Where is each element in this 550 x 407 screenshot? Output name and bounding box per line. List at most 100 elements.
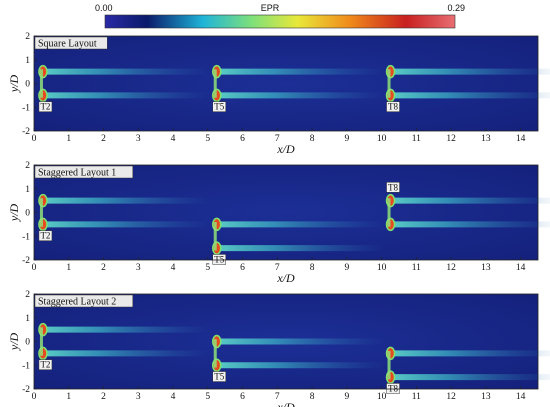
panel-title-box xyxy=(34,36,108,50)
turbine-label-box xyxy=(386,182,400,193)
x-tick-label: 14 xyxy=(516,134,526,144)
x-tick-label: 4 xyxy=(171,263,176,273)
x-tick-label: 5 xyxy=(205,263,210,273)
y-tick-label: 1 xyxy=(25,314,30,324)
x-tick-label: 3 xyxy=(136,263,141,273)
panel-title: Staggered Layout 1 xyxy=(38,168,116,179)
x-tick-label: 7 xyxy=(275,134,280,144)
x-tick-label: 3 xyxy=(136,134,141,144)
wake-streak xyxy=(214,245,386,252)
turbine-label-text: T2 xyxy=(40,360,50,370)
y-tick-label: 2 xyxy=(25,290,30,300)
wake-streak xyxy=(40,92,212,99)
colorbar: 0.00 EPR 0.29 xyxy=(95,3,465,29)
x-tick-label: 0 xyxy=(32,392,37,402)
y-tick-label: -2 xyxy=(22,256,30,266)
rotor-plane xyxy=(39,69,43,98)
x-tick-label: 8 xyxy=(310,263,315,273)
x-tick-label: 8 xyxy=(310,392,315,402)
x-tick-label: 10 xyxy=(377,134,387,144)
rotor-plane xyxy=(387,69,391,98)
wake-streak xyxy=(214,68,386,75)
x-tick-label: 13 xyxy=(481,263,491,273)
turbine-label-t2: T2 xyxy=(38,359,53,370)
x-tick-label: 13 xyxy=(481,134,491,144)
y-tick-label: -2 xyxy=(22,127,30,137)
panel-title-box xyxy=(34,294,134,308)
rotor-plane xyxy=(387,351,391,380)
x-tick-label: 4 xyxy=(171,134,176,144)
y-axis-title: y/D xyxy=(7,333,21,352)
turbine-label-box xyxy=(386,101,400,112)
wake-streak xyxy=(388,68,550,75)
wake-streak xyxy=(40,68,212,75)
turbine-label-text: T5 xyxy=(214,254,224,264)
turbine-label-box xyxy=(38,230,53,241)
colorbar-gradient xyxy=(104,14,456,29)
wake-streak xyxy=(388,350,550,357)
x-tick-label: 12 xyxy=(446,134,456,144)
x-tick-label: 5 xyxy=(205,392,210,402)
turbine-label-t2: T2 xyxy=(38,101,53,112)
x-tick-label: 12 xyxy=(446,392,456,402)
panel-title-box xyxy=(34,165,134,179)
turbine-label-text: T2 xyxy=(40,231,50,241)
wake-streak xyxy=(214,362,386,369)
x-tick-label: 11 xyxy=(412,392,421,402)
y-tick-label: -1 xyxy=(22,103,30,113)
rotor-plane xyxy=(39,198,43,227)
x-tick-label: 12 xyxy=(446,263,456,273)
x-tick-label: 11 xyxy=(412,263,421,273)
x-tick-label: 9 xyxy=(344,134,349,144)
y-tick-label: 1 xyxy=(25,56,30,66)
x-tick-label: 6 xyxy=(240,392,245,402)
x-tick-label: 2 xyxy=(101,134,106,144)
turbine-label-text: T8 xyxy=(388,102,398,112)
y-axis-title: y/D xyxy=(7,75,21,94)
x-tick-label: 0 xyxy=(32,263,37,273)
wake-streak xyxy=(214,338,386,345)
wake-streak xyxy=(388,197,550,204)
rotor-plane xyxy=(213,222,217,251)
rotor-plane xyxy=(39,327,43,356)
x-tick-label: 7 xyxy=(275,263,280,273)
turbine-label-box xyxy=(386,383,400,394)
y-tick-label: 0 xyxy=(25,338,30,348)
x-tick-label: 1 xyxy=(66,263,71,273)
panel-background xyxy=(34,36,538,131)
turbine-label-box xyxy=(212,371,226,382)
x-tick-label: 13 xyxy=(481,392,491,402)
rotor-plane xyxy=(387,198,391,227)
turbine-label-box xyxy=(212,254,226,265)
y-tick-label: -2 xyxy=(22,385,30,395)
x-tick-label: 1 xyxy=(66,134,71,144)
turbine-label-t5: T5 xyxy=(212,101,226,112)
colorbar-title: EPR xyxy=(261,3,280,13)
rotor-plane xyxy=(213,339,217,368)
wake-streak xyxy=(40,350,212,357)
x-tick-label: 5 xyxy=(205,134,210,144)
wake-streak xyxy=(214,92,386,99)
turbine-label-text: T5 xyxy=(214,102,224,112)
wake-streak xyxy=(40,197,212,204)
x-tick-label: 2 xyxy=(101,263,106,273)
turbine-label-t5: T5 xyxy=(212,371,226,382)
wake-streak xyxy=(40,326,212,333)
x-axis-title: x/D xyxy=(276,142,295,156)
rotor-plane xyxy=(213,69,217,98)
turbine-label-t8: T8 xyxy=(386,101,400,112)
turbine-label-t5: T5 xyxy=(212,254,226,265)
wake-streak xyxy=(388,221,550,228)
panel-background xyxy=(34,165,538,260)
x-tick-label: 11 xyxy=(412,134,421,144)
x-axis-title: x/D xyxy=(276,271,295,285)
y-tick-label: 0 xyxy=(25,209,30,219)
y-tick-label: 1 xyxy=(25,185,30,195)
x-tick-label: 4 xyxy=(171,392,176,402)
wake-streak xyxy=(388,374,550,381)
turbine-label-text: T5 xyxy=(214,372,224,382)
x-tick-label: 7 xyxy=(275,392,280,402)
